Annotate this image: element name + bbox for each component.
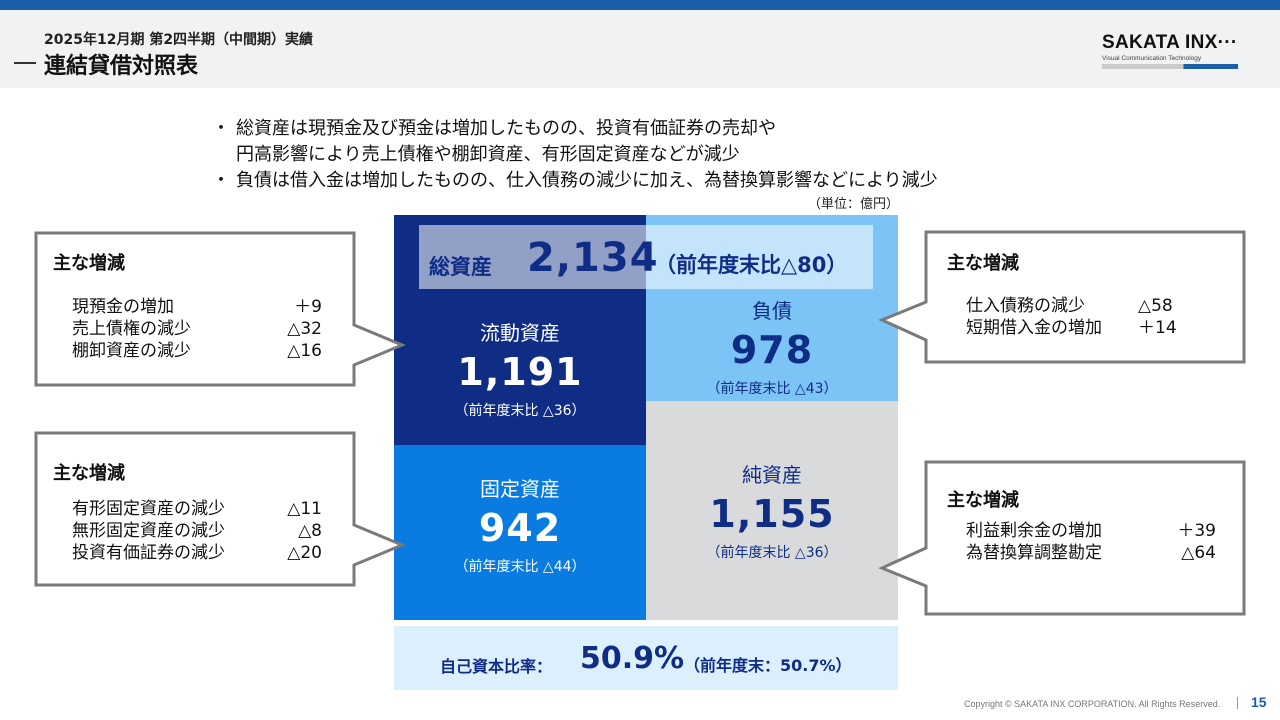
bullet-dot: ・ [212, 118, 230, 139]
list-item: 利益剰余金の増加 ＋39 [966, 520, 1216, 542]
list-item: 無形固定資産の減少 △8 [72, 520, 322, 542]
list-item: 棚卸資産の減少 △16 [72, 340, 322, 362]
bullet-item: ・ 総資産は現預金及び預金は増加したものの、投資有価証券の売却や [210, 116, 938, 142]
liabilities-comparison: （前年度末比 △43） [706, 381, 838, 397]
callout-heading: 主な増減 [947, 253, 1019, 274]
total-assets-value: 2,134 [527, 235, 659, 281]
equity-ratio-comparison: （前年度末：50.7%） [684, 656, 852, 675]
callout-heading: 主な増減 [947, 490, 1019, 511]
title-dash [14, 62, 36, 64]
item-value: △64 [1181, 543, 1216, 563]
bullet-continuation: 円高影響により売上債権や棚卸資産、有形固定資産などが減少 [210, 142, 938, 168]
callout-frame [34, 431, 406, 587]
list-item: 短期借入金の増加 ＋14 [966, 317, 1196, 339]
fixed-assets-label: 固定資産 [480, 477, 560, 501]
top-accent-bar [0, 0, 1280, 10]
net-assets-block: 純資産 1,155 （前年度末比 △36） [646, 401, 898, 620]
company-logo: SAKATA INX··· Visual Communication Techn… [1102, 32, 1242, 69]
item-value: ＋14 [1138, 318, 1177, 338]
bullet-item: ・ 負債は借入金は増加したものの、仕入債務の減少に加え、為替換算影響などにより減… [210, 168, 938, 194]
total-assets-label: 総資産 [429, 255, 492, 279]
equity-ratio-value: 50.9% [580, 641, 685, 676]
current-assets-label: 流動資産 [480, 321, 560, 345]
item-label: 為替換算調整勘定 [966, 543, 1102, 563]
item-value: ＋39 [1177, 521, 1216, 541]
item-value: △16 [287, 341, 322, 361]
current-assets-comparison: （前年度末比 △36） [454, 403, 586, 419]
liabilities-value: 978 [730, 328, 814, 372]
net-assets-value: 1,155 [709, 492, 835, 536]
callout-list: 現預金の増加 ＋9 売上債権の減少 △32 棚卸資産の減少 △16 [72, 296, 322, 362]
fixed-assets-callout: 主な増減 有形固定資産の減少 △11 無形固定資産の減少 △8 投資有価証券の減少 △… [34, 431, 406, 587]
total-assets-band: 総資産 2,134 （前年度末比△80） [419, 225, 873, 289]
item-value: △11 [287, 499, 322, 519]
bullet-text: 総資産は現預金及び預金は増加したものの、投資有価証券の売却や [236, 118, 776, 139]
fixed-assets-value: 942 [478, 506, 562, 550]
item-label: 投資有価証券の減少 [72, 543, 225, 563]
callout-heading: 主な増減 [53, 253, 125, 274]
item-label: 現預金の増加 [72, 297, 174, 317]
liabilities-label: 負債 [752, 299, 792, 323]
equity-ratio-band: 自己資本比率： 50.9% （前年度末：50.7%） [394, 626, 898, 690]
item-label: 利益剰余金の増加 [966, 521, 1102, 541]
current-assets-callout: 主な増減 現預金の増加 ＋9 売上債権の減少 △32 棚卸資産の減少 △16 [34, 231, 406, 387]
page-title: 連結貸借対照表 [44, 54, 199, 79]
bullet-dot: ・ [212, 170, 230, 191]
list-item: 為替換算調整勘定 △64 [966, 542, 1216, 564]
copyright-text: Copyright © SAKATA INX CORPORATION. All … [964, 699, 1221, 709]
logo-bar [1102, 64, 1238, 69]
net-assets-label: 純資産 [742, 463, 802, 487]
bullet-text: 負債は借入金は増加したものの、仕入債務の減少に加え、為替換算影響などにより減少 [236, 170, 938, 191]
page-subtitle: 2025年12月期 第2四半期（中間期）実績 [44, 32, 314, 48]
callout-frame [878, 230, 1246, 364]
item-value: ＋9 [294, 297, 322, 317]
net-assets-comparison: （前年度末比 △36） [706, 545, 838, 561]
list-item: 現預金の増加 ＋9 [72, 296, 322, 318]
item-value: △32 [287, 319, 322, 339]
logo-wordmark: SAKATA INX··· [1102, 32, 1238, 53]
footer-divider [1237, 697, 1238, 709]
page-number: 15 [1251, 694, 1267, 710]
item-value: △58 [1138, 296, 1173, 316]
list-item: 売上債権の減少 △32 [72, 318, 322, 340]
summary-bullets: ・ 総資産は現預金及び預金は増加したものの、投資有価証券の売却や 円高影響により… [210, 116, 938, 194]
callout-list: 有形固定資産の減少 △11 無形固定資産の減少 △8 投資有価証券の減少 △20 [72, 498, 322, 564]
fixed-assets-block: 固定資産 942 （前年度末比 △44） [394, 445, 646, 620]
unit-label: （単位：億円） [808, 197, 900, 212]
item-label: 短期借入金の増加 [966, 318, 1102, 338]
item-label: 棚卸資産の減少 [72, 341, 191, 361]
list-item: 仕入債務の減少 △58 [966, 295, 1196, 317]
callout-frame [878, 460, 1246, 616]
total-assets-comparison: （前年度末比△80） [655, 253, 848, 277]
callout-frame [34, 231, 406, 387]
item-value: △8 [298, 521, 322, 541]
logo-tagline: Visual Communication Technology [1102, 55, 1202, 62]
slide-header: 2025年12月期 第2四半期（中間期）実績 連結貸借対照表 SAKATA IN… [0, 10, 1280, 88]
list-item: 投資有価証券の減少 △20 [72, 542, 322, 564]
list-item: 有形固定資産の減少 △11 [72, 498, 322, 520]
net-assets-callout: 主な増減 利益剰余金の増加 ＋39 為替換算調整勘定 △64 [878, 460, 1246, 616]
item-label: 仕入債務の減少 [966, 296, 1085, 316]
item-label: 売上債権の減少 [72, 319, 191, 339]
fixed-assets-comparison: （前年度末比 △44） [454, 559, 586, 575]
bullet-text: 円高影響により売上債権や棚卸資産、有形固定資産などが減少 [236, 144, 740, 165]
equity-ratio-label: 自己資本比率： [440, 657, 553, 676]
current-assets-value: 1,191 [457, 350, 583, 394]
callout-list: 利益剰余金の増加 ＋39 為替換算調整勘定 △64 [966, 520, 1216, 564]
liabilities-callout: 主な増減 仕入債務の減少 △58 短期借入金の増加 ＋14 [878, 230, 1246, 364]
item-label: 有形固定資産の減少 [72, 499, 225, 519]
item-value: △20 [287, 543, 322, 563]
item-label: 無形固定資産の減少 [72, 521, 225, 541]
callout-list: 仕入債務の減少 △58 短期借入金の増加 ＋14 [966, 295, 1196, 339]
callout-heading: 主な増減 [53, 463, 125, 484]
